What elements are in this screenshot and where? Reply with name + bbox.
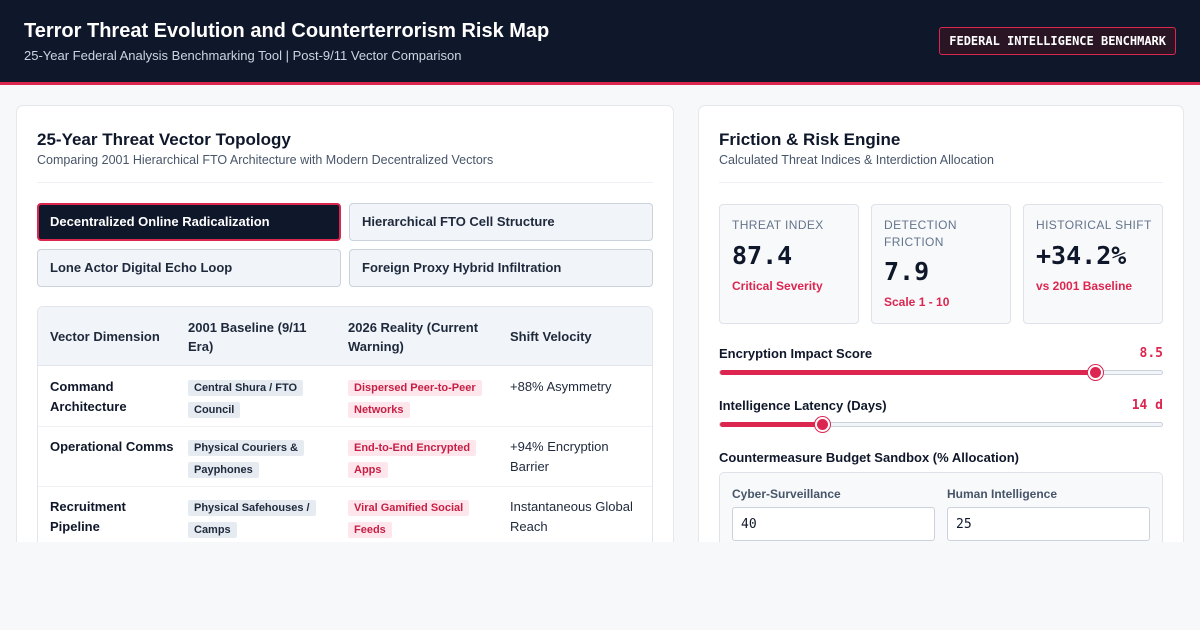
vector-button-foreign-proxy-hybrid-infiltration[interactable]: Foreign Proxy Hybrid Infiltration [349, 249, 653, 287]
historical-shift-card: HISTORICAL SHIFT +34.2% vs 2001 Baseline [1023, 204, 1163, 324]
cell-reality: Viral Gamified Social Feeds [348, 497, 488, 540]
human-intelligence-label: Human Intelligence [947, 487, 1058, 501]
engine-subtitle: Calculated Threat Indices & Interdiction… [719, 153, 994, 167]
threat-topology-panel: 25-Year Threat Vector Topology Comparing… [16, 105, 674, 565]
baseline-chip: Central Shura / FTO Council [188, 380, 304, 418]
budget-sandbox-title: Countermeasure Budget Sandbox (% Allocat… [719, 450, 1019, 465]
cell-dimension: Recruitment Pipeline [50, 499, 126, 534]
page-subtitle: 25-Year Federal Analysis Benchmarking To… [24, 48, 462, 63]
intelligence-latency-label: Intelligence Latency (Days) [719, 398, 887, 413]
cell-reality: Dispersed Peer-to-Peer Networks [348, 377, 488, 420]
encryption-impact-label: Encryption Impact Score [719, 346, 873, 361]
column-header-vector-dimension: Vector Dimension [50, 329, 160, 344]
cell-baseline: Physical Couriers & Payphones [188, 437, 328, 480]
stat-value: +34.2% [1036, 241, 1127, 270]
page-title: Terror Threat Evolution and Counterterro… [24, 20, 550, 42]
threat-index-card: THREAT INDEX 87.4 Critical Severity [719, 204, 859, 324]
cyber-surveillance-label: Cyber-Surveillance [732, 487, 841, 501]
baseline-chip: Physical Couriers & Payphones [188, 440, 304, 478]
engine-title: Friction & Risk Engine [719, 130, 901, 149]
slider-fill [720, 370, 1096, 375]
reality-chip: Viral Gamified Social Feeds [348, 500, 470, 538]
encryption-impact-slider[interactable] [719, 365, 1163, 380]
topology-title: 25-Year Threat Vector Topology [37, 130, 291, 149]
vector-button-hierarchical-fto-cell-structure[interactable]: Hierarchical FTO Cell Structure [349, 203, 653, 241]
vector-button-decentralized-online-radicalization[interactable]: Decentralized Online Radicalization [37, 203, 341, 241]
detection-friction-card: DETECTION FRICTION 7.9 Scale 1 - 10 [871, 204, 1011, 324]
stat-label: HISTORICAL SHIFT [1036, 218, 1152, 232]
stat-value: 7.9 [884, 257, 930, 286]
table-row: Recruitment Pipeline Physical Safehouses… [38, 487, 652, 547]
table-row: Command Architecture Central Shura / FTO… [38, 367, 652, 427]
page-background [0, 542, 1200, 630]
slider-handle[interactable] [815, 417, 831, 432]
cell-dimension: Operational Comms [50, 439, 174, 454]
stat-note: Scale 1 - 10 [884, 295, 950, 309]
vector-comparison-table: Vector Dimension 2001 Baseline (9/11 Era… [37, 306, 653, 564]
column-header-2026-reality: 2026 Reality (Current Warning) [348, 319, 479, 354]
budget-sandbox: Cyber-Surveillance Human Intelligence [719, 472, 1163, 564]
cell-dimension: Command Architecture [50, 379, 127, 414]
cell-reality: End-to-End Encrypted Apps [348, 437, 488, 480]
slider-fill [720, 422, 824, 427]
cyber-surveillance-input[interactable] [732, 507, 935, 541]
stat-label: DETECTION FRICTION [884, 218, 957, 249]
vector-button-lone-actor-digital-echo-loop[interactable]: Lone Actor Digital Echo Loop [37, 249, 341, 287]
column-header-shift-velocity: Shift Velocity [510, 329, 592, 344]
stat-label: THREAT INDEX [732, 218, 824, 232]
stat-note: vs 2001 Baseline [1036, 279, 1133, 293]
app-header: Terror Threat Evolution and Counterterro… [0, 0, 1200, 85]
cell-velocity: +88% Asymmetry [510, 379, 612, 394]
intelligence-latency-value: 14 d [1131, 398, 1163, 413]
table-row: Operational Comms Physical Couriers & Pa… [38, 427, 652, 487]
stat-value: 87.4 [732, 241, 793, 270]
cell-velocity: Instantaneous Global Reach [510, 499, 633, 534]
topology-subtitle: Comparing 2001 Hierarchical FTO Architec… [37, 153, 494, 167]
intelligence-latency-slider[interactable] [719, 417, 1163, 432]
cell-velocity: +94% Encryption Barrier [510, 439, 609, 474]
human-intelligence-input[interactable] [947, 507, 1150, 541]
baseline-chip: Physical Safehouses / Camps [188, 500, 316, 538]
risk-engine-panel: Friction & Risk Engine Calculated Threat… [698, 105, 1184, 565]
cell-baseline: Central Shura / FTO Council [188, 377, 328, 420]
encryption-impact-value: 8.5 [1139, 346, 1163, 361]
federal-benchmark-badge: FEDERAL INTELLIGENCE BENCHMARK [939, 27, 1176, 55]
reality-chip: End-to-End Encrypted Apps [348, 440, 477, 478]
reality-chip: Dispersed Peer-to-Peer Networks [348, 380, 482, 418]
table-header: Vector Dimension 2001 Baseline (9/11 Era… [38, 307, 652, 366]
slider-handle[interactable] [1087, 365, 1103, 380]
divider [719, 182, 1163, 183]
cell-baseline: Physical Safehouses / Camps [188, 497, 328, 540]
divider [37, 182, 653, 183]
stat-note: Critical Severity [732, 279, 823, 293]
column-header-2001-baseline: 2001 Baseline (9/11 Era) [188, 319, 307, 354]
